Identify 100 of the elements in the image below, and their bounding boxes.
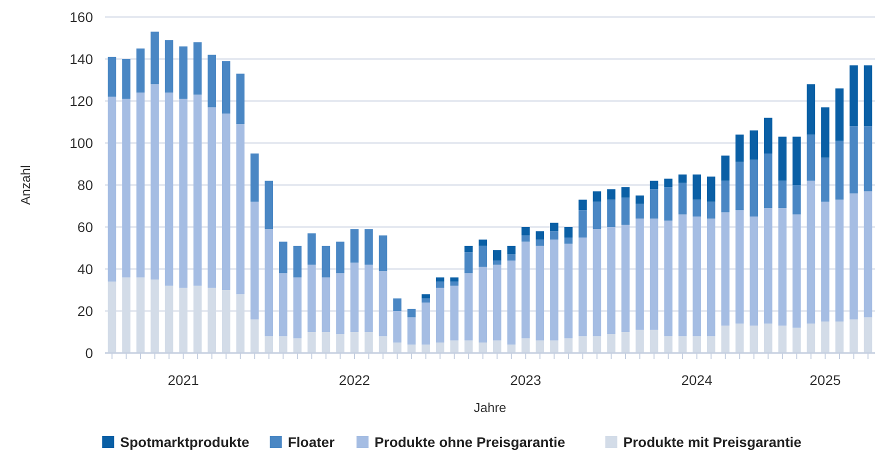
bar <box>436 342 444 353</box>
bar <box>336 242 344 274</box>
bar <box>179 46 188 99</box>
bar <box>636 330 644 353</box>
bar <box>636 218 644 330</box>
bar <box>650 189 658 219</box>
bar <box>250 154 259 202</box>
y-tick-label: 120 <box>70 92 94 109</box>
x-tick-label: 2023 <box>510 372 542 388</box>
bar <box>536 340 544 353</box>
bar <box>678 214 687 336</box>
bar <box>706 176 716 202</box>
bar <box>706 218 716 336</box>
bar <box>478 246 488 267</box>
bar <box>464 246 473 252</box>
legend-label: Spotmarktprodukte <box>120 434 250 450</box>
bar <box>592 336 602 353</box>
bar <box>806 84 816 135</box>
bar <box>664 336 672 353</box>
x-tick-label: 2022 <box>338 372 370 388</box>
bar <box>764 118 772 154</box>
bar <box>350 262 359 332</box>
bar <box>850 319 858 353</box>
bar <box>193 94 202 286</box>
bar <box>564 338 573 353</box>
bar <box>464 273 473 340</box>
bar <box>835 88 844 141</box>
y-tick-label: 0 <box>85 344 94 361</box>
bar <box>507 260 516 345</box>
bar <box>236 74 245 124</box>
bar <box>664 178 672 188</box>
bar <box>450 282 458 286</box>
bar <box>678 182 687 214</box>
bar <box>522 235 530 242</box>
y-tick-label: 60 <box>77 218 94 235</box>
bar <box>806 180 816 324</box>
bar <box>264 180 274 230</box>
bar <box>393 311 402 342</box>
bar <box>507 344 516 353</box>
bar <box>393 298 402 311</box>
bar <box>778 326 787 353</box>
bar <box>607 227 616 334</box>
y-tick-label: 40 <box>77 260 94 277</box>
bar <box>436 288 444 342</box>
bar <box>806 324 816 353</box>
bar <box>764 324 772 353</box>
bar <box>778 180 787 208</box>
bar <box>721 326 730 353</box>
bar <box>308 264 316 332</box>
bar <box>193 42 202 95</box>
y-tick-label: 20 <box>77 302 94 319</box>
bar <box>293 338 302 353</box>
bar <box>806 134 816 181</box>
bar <box>721 180 730 212</box>
bar <box>592 191 602 202</box>
bar <box>222 61 230 114</box>
bar <box>607 189 616 200</box>
bar <box>279 242 288 274</box>
bar <box>250 319 259 353</box>
bar <box>706 202 716 219</box>
bar <box>464 340 473 353</box>
bar <box>450 277 458 282</box>
bar <box>621 187 630 198</box>
bar <box>422 294 430 298</box>
bar <box>835 200 844 322</box>
bar <box>750 326 758 353</box>
bar <box>564 238 573 244</box>
bar <box>450 340 458 353</box>
bar <box>478 266 488 342</box>
bar <box>364 264 373 332</box>
bar <box>222 114 230 290</box>
bar <box>821 322 830 353</box>
bar <box>735 162 744 210</box>
bar <box>450 286 458 340</box>
bar <box>792 136 801 185</box>
bar <box>350 229 359 263</box>
bar <box>393 342 402 353</box>
bar <box>536 231 544 240</box>
x-axis-title: Jahre <box>474 400 506 415</box>
bar <box>293 246 302 278</box>
bar <box>636 204 644 219</box>
bar <box>322 246 330 278</box>
bar <box>422 298 430 303</box>
x-tick-label: 2025 <box>810 372 841 388</box>
bar <box>264 336 274 353</box>
bar <box>792 328 801 353</box>
bar <box>179 98 188 288</box>
bar <box>721 212 730 326</box>
bar <box>522 242 530 338</box>
bar <box>592 229 602 336</box>
bar <box>492 340 502 353</box>
bar <box>164 40 174 93</box>
bar <box>492 264 502 340</box>
y-tick-label: 80 <box>77 176 94 193</box>
legend-label: Floater <box>288 434 336 450</box>
bar <box>850 193 858 320</box>
bar <box>507 246 516 254</box>
bar <box>621 198 630 225</box>
bar <box>250 202 259 320</box>
bar <box>864 65 872 126</box>
